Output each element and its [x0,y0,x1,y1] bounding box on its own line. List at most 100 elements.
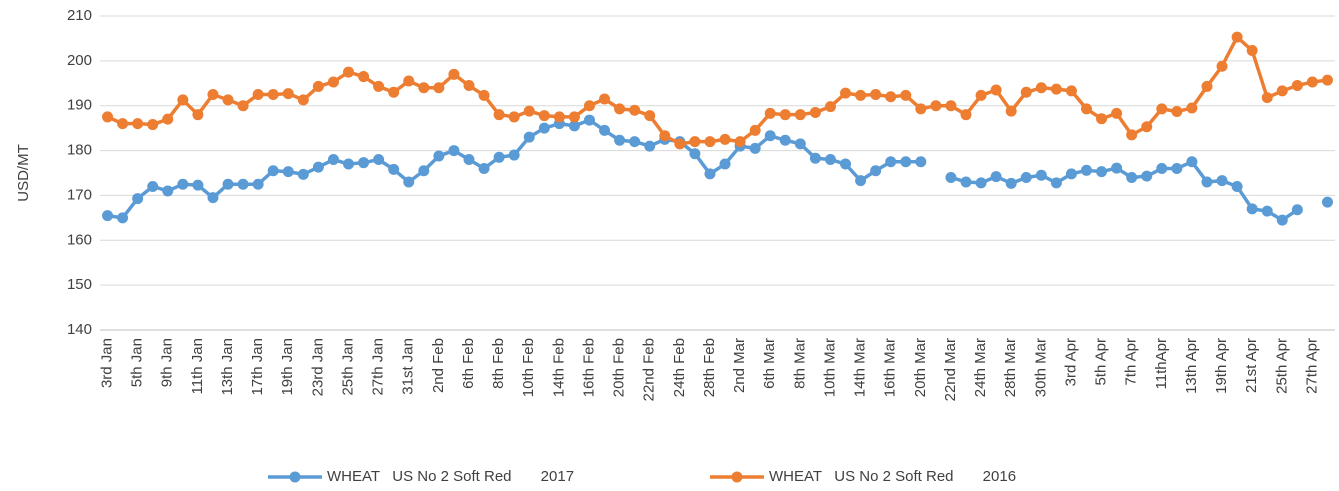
data-point [1035,82,1047,94]
data-point [508,149,520,161]
data-point [523,105,535,117]
data-point [343,66,355,78]
data-point [1096,166,1108,178]
data-point [1201,176,1213,188]
data-point [448,145,460,157]
data-point [1156,103,1168,115]
data-point [990,84,1002,96]
data-point [418,165,430,177]
x-tick-label: 14th Feb [550,338,567,397]
data-point [900,89,912,101]
x-tick-label: 16th Mar [882,338,899,397]
data-point [855,175,867,187]
data-point [282,88,294,100]
data-point [809,106,821,118]
data-point [794,109,806,121]
data-point [945,100,957,112]
x-tick-label: 5th Apr [1093,338,1110,386]
data-point [855,89,867,101]
data-point [644,110,656,122]
y-tick-label: 170 [67,186,92,203]
data-point [704,136,716,148]
data-point [1231,180,1243,192]
x-tick-label: 3rd Jan [98,338,115,388]
x-tick-label: 30th Mar [1032,338,1049,397]
data-point [674,138,686,150]
data-point [568,111,580,123]
data-point [749,124,761,136]
data-point [433,82,445,94]
x-tick-label: 10th Feb [520,338,537,397]
data-point [358,157,370,169]
data-point [689,148,701,160]
data-point [1080,164,1092,176]
data-point [1005,177,1017,189]
data-point [764,107,776,119]
data-point [583,114,595,126]
data-point [102,210,114,222]
x-tick-label: 21st Apr [1243,338,1260,393]
x-tick-label: 22nd Mar [942,338,959,401]
data-point [297,168,309,180]
data-point [583,100,595,112]
legend-label: WHEAT US No 2 Soft Red 2016 [769,468,1016,485]
data-point [553,111,565,123]
data-point [222,178,234,190]
data-point [885,91,897,103]
data-point [177,94,189,106]
data-point [1186,156,1198,168]
x-tick-label: 20th Feb [611,338,628,397]
data-point [1171,106,1183,118]
data-point [1111,107,1123,119]
y-tick-label: 210 [67,7,92,24]
data-point [870,165,882,177]
x-tick-label: 25th Apr [1273,338,1290,394]
x-tick-label: 28th Mar [1002,338,1019,397]
data-point [327,76,339,88]
data-point [1005,105,1017,117]
x-tick-label: 6th Feb [460,338,477,389]
x-tick-label: 16th Feb [580,338,597,397]
y-tick-label: 200 [67,52,92,69]
data-point [237,178,249,190]
data-point [1246,45,1258,57]
data-point [403,176,415,188]
data-point [162,113,174,125]
y-tick-label: 160 [67,231,92,248]
data-point [659,130,671,142]
data-point [734,136,746,148]
data-point [1080,103,1092,115]
data-point [1065,85,1077,97]
data-point [1261,92,1273,104]
x-tick-label: 25th Jan [339,338,356,396]
data-point [1291,80,1303,92]
data-point [1035,169,1047,181]
data-point [1020,171,1032,183]
data-point [644,140,656,152]
data-point [162,185,174,197]
data-point [1246,203,1258,215]
data-point [267,89,279,100]
data-point [614,134,626,146]
data-point [1306,76,1318,88]
data-point [1126,129,1138,141]
data-point [252,178,264,190]
data-point [448,68,460,80]
data-point [358,71,370,83]
x-tick-label: 13th Jan [219,338,236,396]
x-tick-label: 23rd Jan [309,338,326,396]
data-point [207,192,219,204]
legend-marker [731,471,743,483]
data-point [629,104,641,116]
data-point [267,165,279,177]
data-point [538,122,550,134]
data-point [1276,85,1288,97]
data-point [614,103,626,115]
data-point [433,150,445,162]
data-point [629,136,641,148]
data-point [945,171,957,183]
data-point [418,82,430,94]
data-point [1321,196,1333,208]
x-tick-label: 13th Apr [1183,338,1200,394]
data-point [373,80,385,92]
